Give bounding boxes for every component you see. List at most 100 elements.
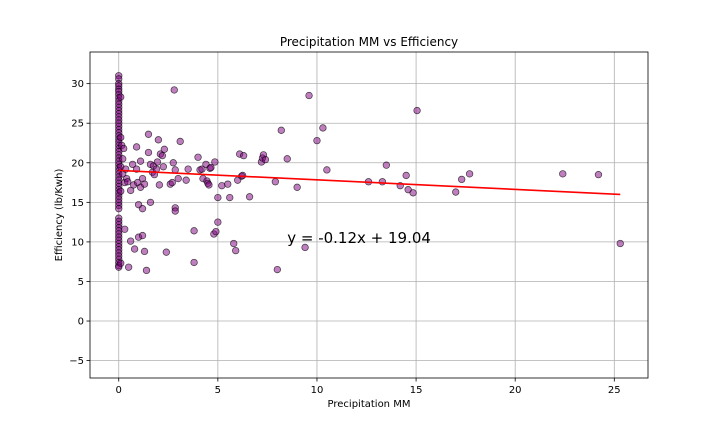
data-point	[140, 247, 149, 256]
data-point	[144, 130, 153, 138]
data-point	[214, 218, 222, 226]
data-point	[214, 193, 222, 202]
data-point	[184, 165, 192, 173]
data-point	[138, 231, 147, 240]
data-point	[159, 163, 167, 171]
data-point	[319, 124, 327, 132]
data-point	[121, 225, 129, 233]
data-point	[378, 178, 387, 186]
data-point	[174, 174, 182, 183]
data-point	[594, 170, 603, 179]
data-point	[261, 155, 270, 164]
data-point	[205, 181, 213, 189]
data-point	[218, 182, 226, 190]
x-axis-label: Precipitation MM	[328, 399, 411, 410]
x-tick-label: 10	[311, 385, 324, 396]
data-point	[124, 178, 132, 186]
data-point	[117, 93, 125, 101]
data-point	[154, 136, 163, 144]
data-point	[212, 227, 220, 236]
data-point	[230, 239, 238, 248]
data-point	[138, 205, 147, 213]
x-tick-label: 5	[215, 385, 221, 396]
regression-line-group	[118, 169, 621, 196]
data-point	[271, 178, 279, 186]
grid-lines	[90, 52, 648, 378]
y-tick-label: 5	[78, 277, 84, 288]
data-point	[146, 198, 155, 206]
data-point	[559, 170, 567, 178]
scatter-points	[115, 72, 624, 275]
data-point	[198, 165, 206, 173]
data-point	[273, 265, 281, 274]
data-point	[130, 245, 139, 253]
data-point	[226, 193, 234, 202]
data-point	[136, 157, 145, 165]
x-tick-label: 25	[608, 385, 621, 396]
x-tick-label: 0	[116, 385, 122, 396]
data-point	[402, 171, 410, 180]
data-point	[115, 205, 123, 213]
y-tick-label: −5	[69, 356, 84, 367]
data-point	[176, 137, 184, 146]
data-point	[153, 158, 162, 166]
y-tick-label: 0	[78, 317, 84, 328]
data-point	[132, 143, 141, 151]
y-tick-label: 25	[71, 119, 84, 130]
data-point	[211, 158, 219, 166]
chart-title: Precipitation MM vs Efficiency	[280, 35, 458, 49]
data-point	[293, 183, 301, 191]
data-point	[119, 155, 127, 163]
data-point	[162, 248, 170, 256]
data-point	[128, 160, 137, 169]
data-point	[245, 193, 254, 201]
data-point	[169, 159, 177, 167]
data-point	[323, 166, 331, 174]
y-tick-label: 10	[71, 237, 84, 248]
x-tick-label: 15	[410, 385, 423, 396]
plot-frame	[89, 51, 649, 379]
data-point	[616, 239, 624, 248]
data-point	[142, 266, 151, 275]
data-point	[155, 181, 164, 189]
data-point	[170, 86, 178, 94]
axis-ticks: 0 5 10 15 20 25 −5 0 5 10 15 20 25 30	[69, 79, 620, 396]
data-point	[117, 259, 125, 267]
data-point	[232, 246, 240, 255]
data-point	[158, 152, 167, 160]
y-tick-label: 30	[71, 79, 84, 90]
data-point	[190, 258, 198, 267]
data-point	[305, 91, 313, 100]
data-point	[458, 175, 466, 184]
y-tick-label: 15	[71, 198, 84, 209]
data-point	[160, 145, 168, 153]
data-point	[117, 187, 125, 195]
y-axis-label: Efficiency (lb/Kwh)	[54, 169, 65, 262]
data-point	[120, 144, 128, 153]
data-point	[452, 188, 460, 196]
data-point	[224, 180, 232, 188]
data-point	[126, 237, 135, 245]
data-point	[277, 126, 285, 134]
data-point	[409, 189, 417, 197]
data-point	[125, 263, 133, 271]
data-point	[301, 243, 309, 252]
data-point	[207, 163, 215, 172]
data-point	[382, 161, 390, 169]
data-point	[194, 153, 202, 161]
data-point	[140, 180, 149, 188]
data-point	[239, 152, 248, 160]
data-point	[168, 178, 176, 187]
x-tick-label: 20	[509, 385, 522, 396]
data-point	[313, 136, 321, 145]
regression-equation-annotation: y = -0.12x + 19.04	[287, 229, 431, 247]
data-point	[190, 227, 198, 235]
regression-line	[118, 169, 621, 196]
data-point	[144, 148, 153, 157]
data-point	[465, 170, 474, 178]
data-point	[171, 207, 179, 215]
data-point	[126, 186, 135, 195]
